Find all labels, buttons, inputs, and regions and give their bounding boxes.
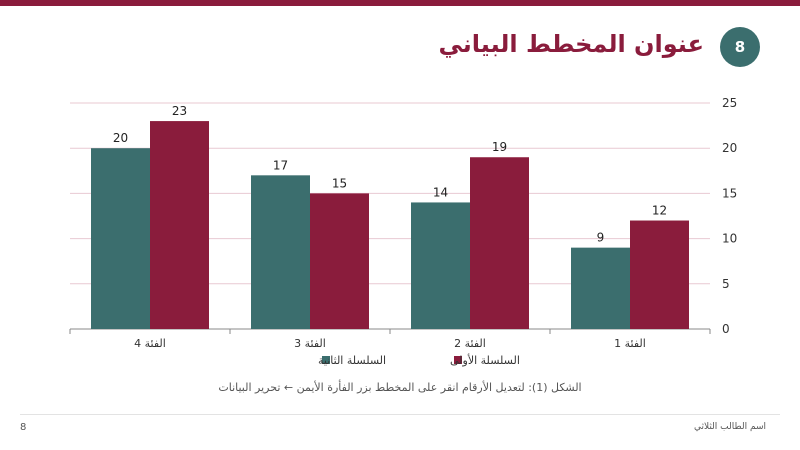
y-tick-label: 25 [722,96,737,110]
x-tick-label: الفئة 1 [614,337,646,350]
data-label: 23 [172,104,187,118]
legend-label: السلسلة الأولى [450,353,520,367]
figure-caption: الشكل (1): لتعديل الأرقام انقر على المخط… [218,381,582,394]
x-tick-label: الفئة 2 [454,337,486,350]
slide-title: عنوان المخطط البياني [438,30,705,58]
data-label: 17 [273,158,288,172]
y-tick-label: 15 [722,186,737,200]
legend-swatch [454,356,462,364]
footer-page-number: 8 [20,422,27,433]
data-label: 12 [652,204,667,218]
footer-divider [20,414,780,415]
bar-chart: 0 5 10 15 20 25 12 9 الفئة 1 19 14 الفئة 2 15 17 الفئة… [69,96,737,367]
data-label: 14 [433,185,448,199]
bar [630,220,689,329]
slide-number-badge: 8 [720,27,760,67]
footer-author: اسم الطالب الثلاثي [693,422,766,432]
y-tick-label: 20 [722,141,737,155]
bar [310,193,369,329]
bar [150,121,209,329]
top-accent-bar [0,0,800,6]
bar [411,202,470,329]
data-label: 9 [597,231,605,245]
y-tick-label: 10 [722,232,737,246]
data-label: 19 [492,140,507,154]
legend-swatch [322,356,330,364]
x-tick-label: الفئة 3 [294,337,326,350]
legend-label: السلسلة الثانية [318,354,386,367]
y-tick-label: 0 [722,322,730,336]
bar [91,148,150,329]
bar [571,247,630,329]
data-label: 15 [332,176,347,190]
data-label: 20 [113,131,128,145]
y-tick-label: 5 [722,277,730,291]
bar [251,175,310,329]
x-tick-label: الفئة 4 [134,337,166,350]
bar [470,157,529,329]
